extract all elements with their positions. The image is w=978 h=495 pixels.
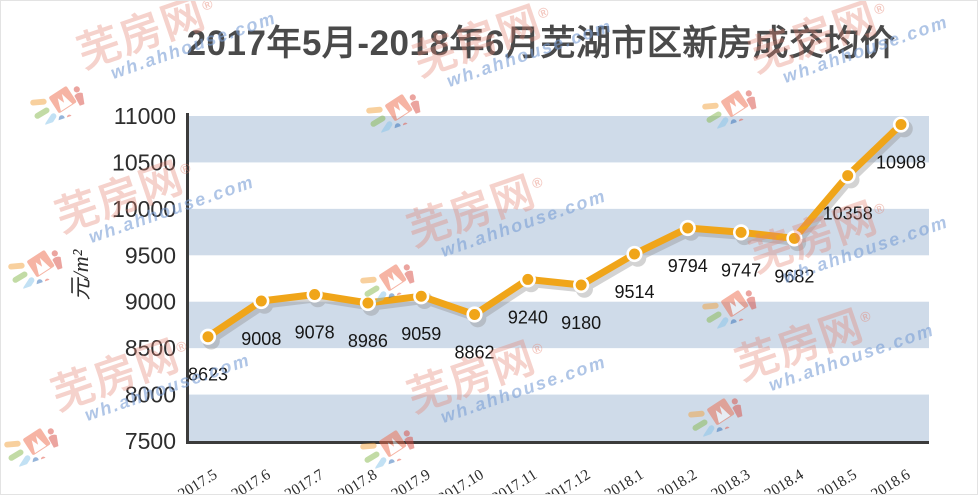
data-point-marker xyxy=(679,219,696,237)
data-point-value-label: 9008 xyxy=(241,329,281,349)
y-axis-tick-label: 7500 xyxy=(125,428,176,454)
data-point-value-label: 8986 xyxy=(348,331,388,351)
data-point-marker xyxy=(253,292,270,310)
y-axis-tick-label: 8500 xyxy=(125,335,176,361)
data-point-marker xyxy=(573,276,590,294)
series-line xyxy=(204,121,905,341)
y-axis-unit-label: 元/m² xyxy=(68,249,93,301)
data-point-value-label: 9682 xyxy=(774,266,814,286)
grid-band xyxy=(187,394,929,441)
x-axis-tick-label: 2017.10 xyxy=(435,466,487,495)
data-point-value-label: 9180 xyxy=(561,313,601,333)
data-point-marker xyxy=(519,271,536,288)
data-point-marker xyxy=(892,116,910,133)
data-point-value-label: 9747 xyxy=(721,260,761,280)
x-axis-tick-label: 2017.6 xyxy=(228,466,273,495)
data-point-value-label: 9078 xyxy=(295,322,335,342)
grid-band xyxy=(187,208,929,256)
y-axis-tick-label: 8000 xyxy=(125,382,176,408)
data-point-value-label: 9514 xyxy=(614,282,654,302)
data-point-marker xyxy=(359,294,377,312)
grid-band xyxy=(187,116,929,163)
x-axis-tick-label: 2018.3 xyxy=(708,466,753,495)
x-axis-tick-label: 2017.8 xyxy=(335,466,380,495)
data-point-value-label: 9059 xyxy=(401,324,441,344)
y-axis-tick-label: 10500 xyxy=(112,149,176,175)
data-point-value-label: 8623 xyxy=(188,365,228,385)
data-point-marker xyxy=(626,245,643,263)
data-point-value-label: 8862 xyxy=(455,343,495,363)
data-point-marker xyxy=(306,286,323,303)
x-axis-tick-label: 2018.5 xyxy=(815,466,860,495)
x-axis-tick-label: 2018.6 xyxy=(868,466,913,495)
x-axis-tick-label: 2017.5 xyxy=(175,466,220,495)
data-point-value-label: 9794 xyxy=(668,256,708,276)
x-axis-tick-label: 2017.7 xyxy=(282,466,327,495)
x-axis-tick-label: 2017.9 xyxy=(388,466,433,495)
x-axis-tick-label: 2018.4 xyxy=(762,466,807,495)
data-point-value-label: 10908 xyxy=(876,153,926,173)
data-point-marker xyxy=(839,167,856,184)
x-axis-tick-label: 2017.11 xyxy=(489,466,540,495)
data-point-marker xyxy=(199,328,217,345)
data-point-value-label: 10358 xyxy=(823,204,873,224)
x-axis-tick-label: 2018.1 xyxy=(602,466,647,495)
x-axis-tick-label: 2018.2 xyxy=(655,466,700,495)
y-axis-tick-label: 11000 xyxy=(114,103,176,129)
x-axis-tick-label: 2017.12 xyxy=(542,466,594,495)
data-point-value-label: 9240 xyxy=(508,307,548,327)
data-point-marker xyxy=(786,230,803,247)
data-point-marker xyxy=(413,288,430,305)
data-point-marker xyxy=(466,306,483,323)
y-axis-tick-label: 9000 xyxy=(125,289,176,315)
chart-title: 2017年5月-2018年6月芜湖市区新房成交均价 xyxy=(186,24,896,63)
y-axis-tick-label: 10000 xyxy=(112,196,176,222)
grid-band xyxy=(187,301,929,349)
y-axis-tick-label: 9500 xyxy=(125,242,176,268)
data-point-marker xyxy=(732,224,750,241)
